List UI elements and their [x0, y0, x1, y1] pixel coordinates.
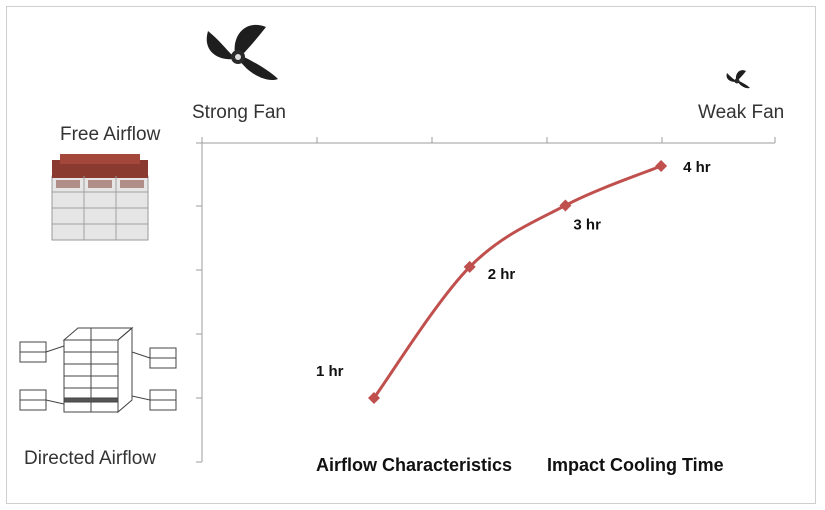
slide-frame: [6, 6, 816, 504]
data-point-marker: [559, 199, 572, 212]
series-markers: [368, 160, 668, 404]
strong-fan-icon: [206, 24, 278, 81]
data-point-marker: [463, 260, 476, 273]
caption-airflow-characteristics: Airflow Characteristics: [316, 455, 513, 475]
x-axis-ticks: [201, 137, 776, 143]
data-point-label: 3 hr: [573, 216, 601, 233]
data-point-marker: [368, 392, 380, 404]
stacked-produce-boxes-image: [51, 154, 149, 241]
axes: [201, 142, 775, 462]
data-point-label: 2 hr: [488, 266, 516, 283]
free-airflow-label: Free Airflow: [60, 124, 161, 145]
directed-airflow-label: Directed Airflow: [24, 448, 156, 469]
strong-fan-label: Strong Fan: [192, 102, 286, 123]
weak-fan-label: Weak Fan: [698, 102, 785, 123]
caption-impact-cooling-time: Impact Cooling Time: [547, 455, 724, 475]
pallet-diagram-image: [19, 326, 177, 414]
data-point-label: 1 hr: [316, 363, 344, 380]
data-point-marker: [655, 160, 668, 172]
point-labels: 1 hr 2 hr 3 hr 4 hr: [316, 159, 711, 380]
weak-fan-icon: [726, 70, 750, 89]
series-line: [372, 164, 662, 399]
data-point-label: 4 hr: [683, 159, 711, 176]
y-axis-ticks: [196, 142, 202, 463]
